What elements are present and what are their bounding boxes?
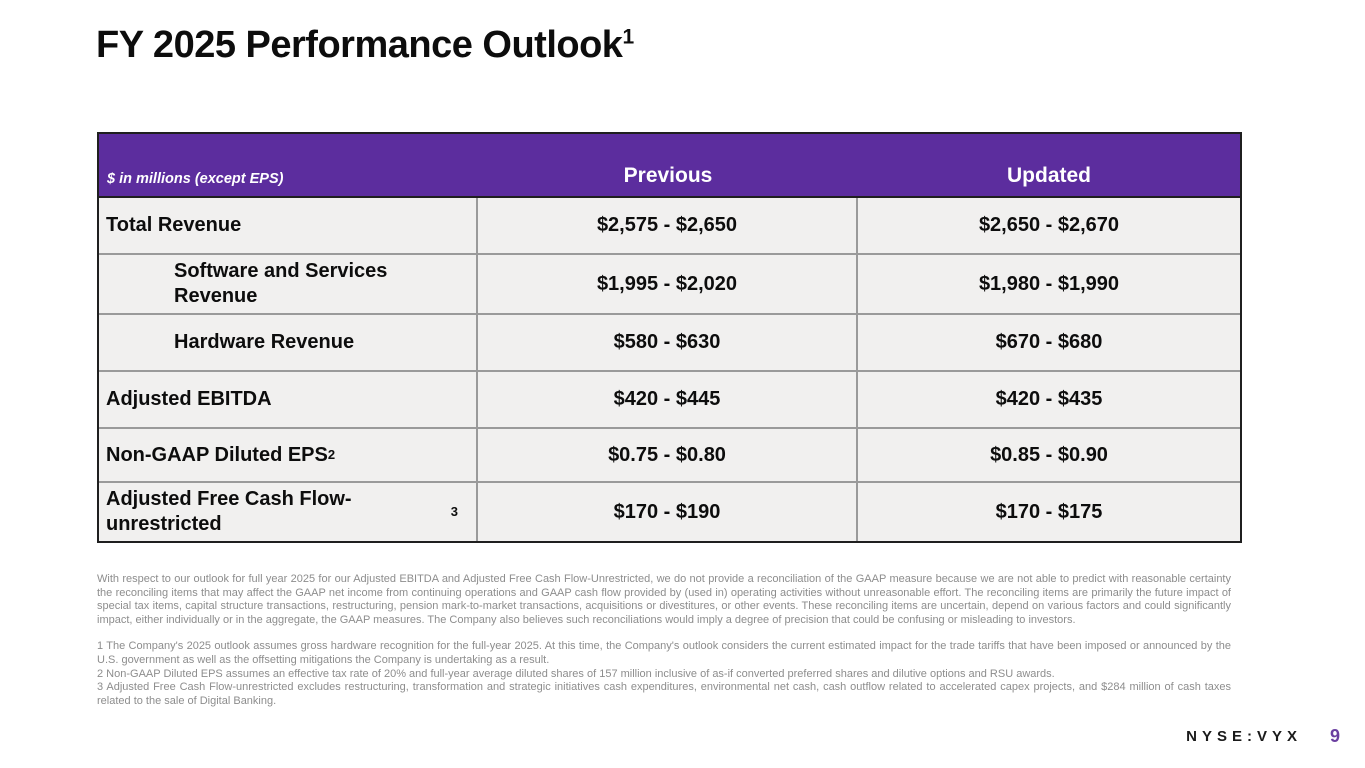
previous-value: $0.75 - $0.80 xyxy=(478,429,858,481)
updated-value: $2,650 - $2,670 xyxy=(978,214,1120,236)
row-label: Adjusted Free Cash Flow-unrestricted 3 xyxy=(99,483,478,541)
gaap-reconciliation-disclaimer: With respect to our outlook for full yea… xyxy=(97,573,1231,626)
page-title: FY 2025 Performance Outlook1 xyxy=(96,24,634,67)
footnote-2: 2 Non-GAAP Diluted EPS assumes an effect… xyxy=(97,667,1055,680)
updated-value: $1,980 - $1,990 xyxy=(978,272,1120,295)
previous-value: $580 - $630 xyxy=(478,315,858,370)
updated-value: $170 - $175 xyxy=(995,500,1103,523)
row-label-text: Total Revenue xyxy=(106,214,242,236)
row-label: Total Revenue xyxy=(99,198,478,253)
ticker-label: NYSE:VYX xyxy=(1186,728,1302,745)
table-unit-label: $ in millions (except EPS) xyxy=(107,171,284,187)
updated-value: $420 - $435 xyxy=(995,388,1103,410)
previous-value: $1,995 - $2,020 xyxy=(478,255,858,313)
updated-value: $670 - $680 xyxy=(995,331,1103,353)
table-row-software-services-revenue: Software and Services Revenue $1,995 - $… xyxy=(99,255,1240,315)
column-header-previous: Previous xyxy=(623,164,713,187)
previous-value: $2,575 - $2,650 xyxy=(478,198,858,253)
table-row-adjusted-ebitda: Adjusted EBITDA $420 - $445 $420 - $435 xyxy=(99,372,1240,429)
table-row-adjusted-free-cash-flow: Adjusted Free Cash Flow-unrestricted 3 $1… xyxy=(99,483,1240,541)
column-header-updated: Updated xyxy=(1007,164,1091,187)
row-label: Software and Services Revenue xyxy=(99,255,478,313)
row-label: Adjusted EBITDA xyxy=(99,372,478,427)
updated-value: $0.85 - $0.90 xyxy=(990,443,1108,466)
table-row-non-gaap-diluted-eps: Non-GAAP Diluted EPS 2 $0.75 - $0.80 $0.8… xyxy=(99,429,1240,483)
previous-value: $420 - $445 xyxy=(478,372,858,427)
footnotes-block: With respect to our outlook for full yea… xyxy=(97,573,1231,708)
row-label: Hardware Revenue xyxy=(99,315,478,370)
row-label-text: Software and Services Revenue xyxy=(174,260,388,307)
row-label-text: Hardware Revenue xyxy=(174,331,355,353)
table-row-total-revenue: Total Revenue $2,575 - $2,650 $2,650 - $… xyxy=(99,198,1240,255)
table-row-hardware-revenue: Hardware Revenue $580 - $630 $670 - $680 xyxy=(99,315,1240,372)
footnote-3: 3 Adjusted Free Cash Flow-unrestricted e… xyxy=(97,681,1231,707)
page-number: 9 xyxy=(1329,726,1340,746)
table-header-row: $ in millions (except EPS) Previous Upda… xyxy=(99,134,1240,198)
row-label-text: Adjusted Free Cash Flow-unrestricted xyxy=(106,488,352,535)
row-label: Non-GAAP Diluted EPS 2 xyxy=(99,429,478,481)
page-title-text: FY 2025 Performance Outlook xyxy=(96,24,623,66)
footnote-1: 1 The Company's 2025 outlook assumes gro… xyxy=(97,640,1231,666)
page-title-superscript: 1 xyxy=(622,25,634,49)
outlook-table: $ in millions (except EPS) Previous Upda… xyxy=(97,132,1242,543)
slide-footer: NYSE:VYX 9 xyxy=(1186,726,1340,747)
previous-value: $170 - $190 xyxy=(478,483,858,541)
row-label-text: Non-GAAP Diluted EPS xyxy=(106,443,328,466)
row-label-text: Adjusted EBITDA xyxy=(106,388,272,410)
